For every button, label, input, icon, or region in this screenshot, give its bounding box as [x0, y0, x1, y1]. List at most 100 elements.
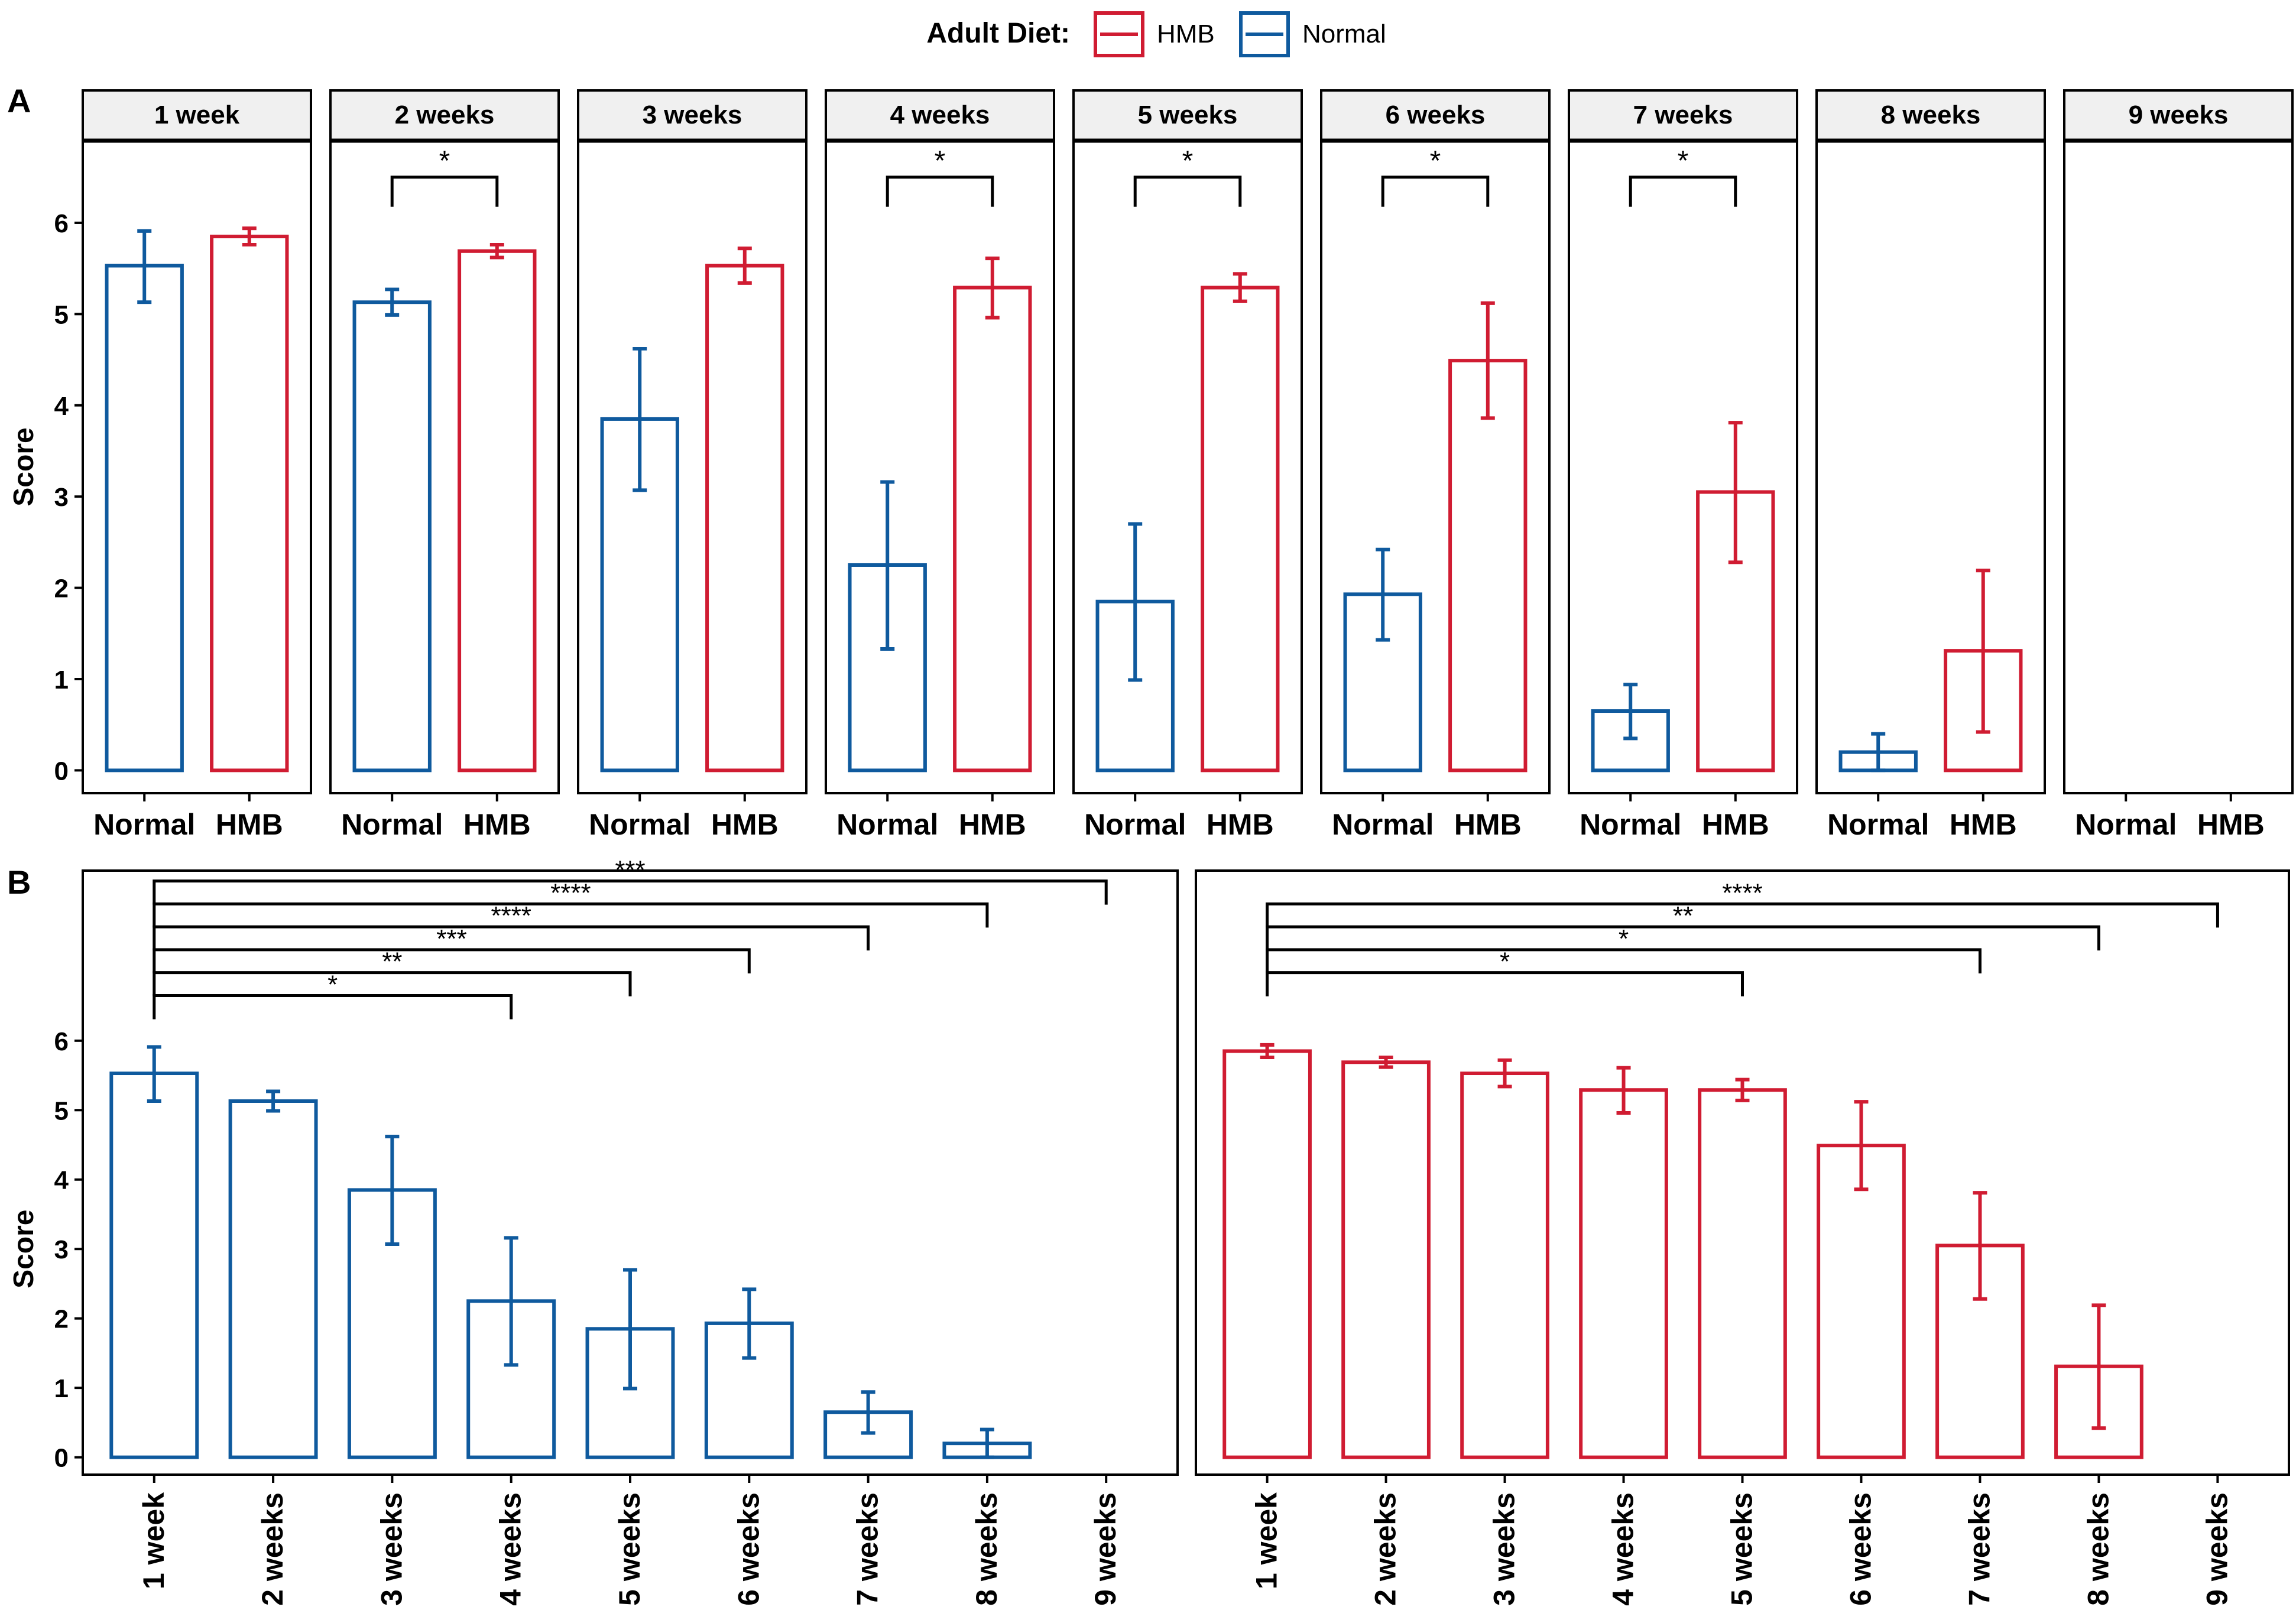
legend-key-normal	[1239, 11, 1290, 57]
panel-a-ytick-label: 3	[54, 483, 69, 512]
bar-2-weeks	[1341, 1060, 1431, 1459]
panel-b-series-hmb: 1 week 2 weeks 3 weeks 4 weeks 5 weeks 6 week…	[1195, 869, 2290, 1606]
comparison-label: ****	[1722, 878, 1763, 907]
comparison-bracket	[153, 948, 751, 973]
significance-bracket	[1629, 176, 1737, 207]
comparison-bracket	[153, 879, 1108, 905]
comparison-bracket	[153, 902, 989, 928]
significance-label: *	[1678, 145, 1689, 177]
significance-bracket	[1381, 176, 1490, 207]
panel-a-ytick-label: 5	[54, 300, 69, 329]
xtick-label: 4 weeks	[494, 1492, 527, 1606]
bar-1-week	[1222, 1049, 1312, 1459]
comparison-label: ***	[615, 856, 645, 885]
xtick-label: HMB	[1950, 808, 2017, 841]
comparison-bracket	[153, 971, 632, 996]
panel-label-b: B	[7, 864, 31, 901]
bar-4-weeks	[1579, 1088, 1668, 1459]
xtick-label: HMB	[2197, 808, 2265, 841]
xtick-label: 7 weeks	[851, 1492, 884, 1606]
xtick-label: 1 week	[1250, 1492, 1283, 1589]
bar-hmb	[1448, 359, 1528, 772]
panel-b-ytick-label: 2	[54, 1305, 69, 1334]
xtick-label: 6 weeks	[1844, 1492, 1877, 1606]
bar-hmb	[458, 249, 537, 772]
xtick-label: 1 week	[137, 1492, 170, 1589]
xtick-label: Normal	[341, 808, 443, 841]
significance-label: *	[935, 145, 946, 177]
comparison-label: *	[327, 970, 338, 999]
panel-a-ytick-label: 0	[54, 757, 69, 785]
legend-key-hmb	[1094, 11, 1144, 57]
panel-b-ytick-label: 0	[54, 1444, 69, 1473]
comparison-label: *	[1500, 947, 1510, 976]
xtick-label: HMB	[1702, 808, 1769, 841]
xtick-label: 3 weeks	[1488, 1492, 1521, 1606]
significance-label: *	[1430, 145, 1441, 177]
panel-b: 0 1 2 3 4 5 6 Score 1 week 2 weeks 3 weeks 4 weeks 5…	[8, 856, 2290, 1606]
panel-b-series-normal: 1 week 2 weeks 3 weeks 4 weeks 5 weeks 6 week…	[82, 856, 1179, 1606]
panel-a-ytick-label: 4	[54, 392, 69, 421]
panel-b-ytick-label: 3	[54, 1235, 69, 1264]
panel-a: 0 1 2 3 4 5 6 Score 1 week Normal HMB 2 weeks Normal…	[8, 89, 2294, 841]
xtick-label: Normal	[836, 808, 938, 841]
comparison-bracket	[1266, 925, 2100, 951]
xtick-label: Normal	[1827, 808, 1929, 841]
facet-strip-label: 8 weeks	[1881, 100, 1981, 129]
facet-3-weeks: 3 weeks Normal HMB	[577, 89, 808, 841]
comparison-bracket	[1266, 948, 1982, 973]
bar-6-weeks	[1817, 1144, 1906, 1459]
facet-9-weeks: 9 weeks Normal HMB	[2063, 89, 2294, 841]
xtick-label: Normal	[1580, 808, 1681, 841]
legend-label-normal: Normal	[1302, 20, 1386, 48]
comparison-label: **	[382, 947, 402, 976]
facet-frame	[2063, 139, 2294, 794]
bar-normal	[105, 264, 184, 772]
bar-hmb	[953, 285, 1032, 772]
panel-label-a: A	[7, 82, 31, 119]
bar-2-weeks	[228, 1099, 318, 1459]
facet-strip	[2063, 89, 2294, 142]
bar-5-weeks	[1698, 1088, 1787, 1459]
xtick-label: 5 weeks	[613, 1492, 646, 1606]
panel-a-ytick-label: 2	[54, 574, 69, 603]
facet-strip	[82, 89, 312, 142]
facet-4-weeks: 4 weeks Normal HMB *	[825, 89, 1055, 841]
bar-normal	[352, 300, 432, 772]
xtick-label: Normal	[93, 808, 195, 841]
xtick-label: Normal	[1332, 808, 1434, 841]
significance-bracket	[1133, 176, 1242, 207]
xtick-label: HMB	[1454, 808, 1522, 841]
comparison-bracket	[153, 994, 513, 1020]
facet-7-weeks: 7 weeks Normal HMB *	[1568, 89, 1798, 841]
xtick-label: HMB	[463, 808, 531, 841]
xtick-label: HMB	[1207, 808, 1274, 841]
comparison-label: *	[1619, 924, 1629, 953]
panel-b-ytick-label: 1	[54, 1374, 69, 1403]
xtick-label: 4 weeks	[1607, 1492, 1640, 1606]
significance-label: *	[439, 145, 450, 177]
facet-strip-label: 7 weeks	[1633, 100, 1733, 129]
xtick-label: HMB	[959, 808, 1026, 841]
facet-1-week: 1 week Normal HMB	[82, 89, 312, 841]
bar-hmb	[1201, 285, 1280, 772]
xtick-label: 9 weeks	[1089, 1492, 1122, 1606]
facet-strip-label: 3 weeks	[643, 100, 742, 129]
facet-strip-label: 2 weeks	[395, 100, 495, 129]
xtick-label: HMB	[216, 808, 283, 841]
significance-bracket	[886, 176, 994, 207]
facet-strip-label: 9 weeks	[2129, 100, 2229, 129]
comparison-bracket	[1266, 902, 2219, 928]
xtick-label: Normal	[1084, 808, 1186, 841]
xtick-label: HMB	[711, 808, 779, 841]
panel-b-ytick-label: 4	[54, 1166, 69, 1195]
panel-b-ytick-label: 6	[54, 1027, 69, 1056]
bar-hmb	[705, 264, 784, 772]
xtick-label: 2 weeks	[1369, 1492, 1402, 1606]
xtick-label: 9 weeks	[2200, 1492, 2233, 1606]
comparison-bracket	[153, 925, 870, 951]
facet-5-weeks: 5 weeks Normal HMB *	[1072, 89, 1303, 841]
facet-strip-label: 1 week	[154, 100, 240, 129]
comparison-bracket	[1266, 971, 1744, 996]
xtick-label: 3 weeks	[375, 1492, 408, 1606]
